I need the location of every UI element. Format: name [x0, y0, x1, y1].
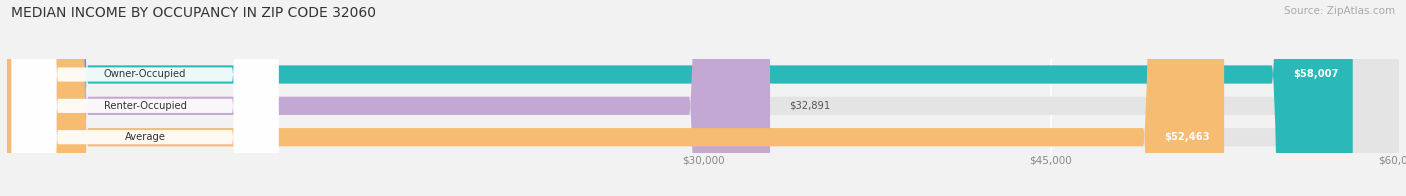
FancyBboxPatch shape: [11, 0, 278, 196]
Text: Average: Average: [125, 132, 166, 142]
Text: $52,463: $52,463: [1164, 132, 1211, 142]
FancyBboxPatch shape: [11, 0, 278, 196]
Text: $58,007: $58,007: [1294, 69, 1339, 80]
Text: MEDIAN INCOME BY OCCUPANCY IN ZIP CODE 32060: MEDIAN INCOME BY OCCUPANCY IN ZIP CODE 3…: [11, 6, 377, 20]
Text: Renter-Occupied: Renter-Occupied: [104, 101, 187, 111]
FancyBboxPatch shape: [7, 0, 1399, 196]
FancyBboxPatch shape: [11, 0, 278, 196]
FancyBboxPatch shape: [7, 0, 1399, 196]
Text: Owner-Occupied: Owner-Occupied: [104, 69, 187, 80]
Text: $32,891: $32,891: [789, 101, 830, 111]
FancyBboxPatch shape: [7, 0, 1225, 196]
FancyBboxPatch shape: [7, 0, 770, 196]
FancyBboxPatch shape: [7, 0, 1399, 196]
Text: Source: ZipAtlas.com: Source: ZipAtlas.com: [1284, 6, 1395, 16]
FancyBboxPatch shape: [7, 0, 1353, 196]
